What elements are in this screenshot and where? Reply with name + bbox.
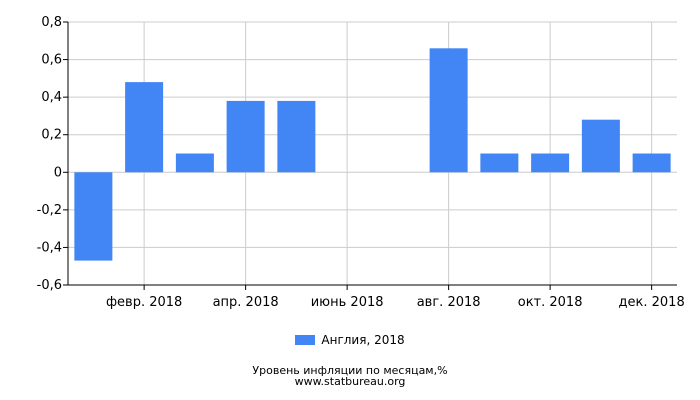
bar xyxy=(531,153,570,173)
bar xyxy=(429,48,468,173)
chart-caption: Уровень инфляции по месяцам,% xyxy=(252,364,448,377)
y-tick-label: 0,8 xyxy=(41,15,62,30)
bar xyxy=(480,153,519,173)
y-tick-label: -0,2 xyxy=(37,203,62,218)
x-tick-label: февр. 2018 xyxy=(106,295,182,310)
inflation-chart: -0,6 -0,4 -0,2 0 0,2 0,4 0,6 0,8 февр. 2018 апр. … xyxy=(37,15,685,310)
tick-labels: -0,6 -0,4 -0,2 0 0,2 0,4 0,6 0,8 февр. 2018 апр. … xyxy=(37,15,685,310)
x-tick-label: июнь 2018 xyxy=(311,295,384,310)
bar xyxy=(581,119,620,173)
y-tick-label: -0,6 xyxy=(37,278,62,293)
bar xyxy=(125,82,164,173)
y-tick-label: -0,4 xyxy=(37,240,62,255)
bar xyxy=(74,172,113,261)
legend-label: Англия, 2018 xyxy=(321,333,405,347)
bars xyxy=(74,48,671,261)
x-tick-label: окт. 2018 xyxy=(518,295,583,310)
legend: Англия, 2018 xyxy=(0,333,700,347)
bar xyxy=(175,153,214,173)
y-tick-label: 0 xyxy=(54,165,62,180)
bar xyxy=(226,100,265,173)
y-tick-label: 0,4 xyxy=(41,90,62,105)
y-tick-label: 0,2 xyxy=(41,128,62,143)
source-url: www.statbureau.org xyxy=(294,375,406,388)
x-tick-label: дек. 2018 xyxy=(619,295,685,310)
x-tick-label: авг. 2018 xyxy=(417,295,481,310)
bar xyxy=(632,153,671,173)
bar xyxy=(277,100,316,173)
y-tick-label: 0,6 xyxy=(41,53,62,68)
legend-swatch xyxy=(295,335,316,345)
axes xyxy=(63,21,677,290)
x-tick-label: апр. 2018 xyxy=(213,295,279,310)
